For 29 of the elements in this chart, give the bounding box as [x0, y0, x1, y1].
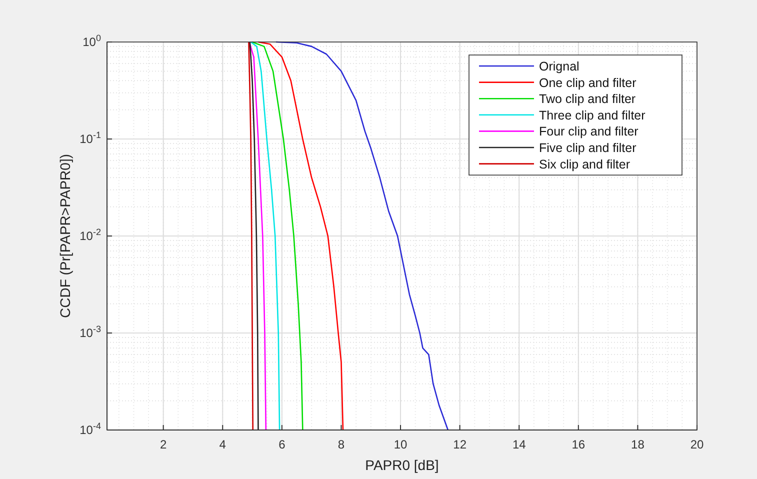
line-series — [252, 41, 304, 431]
x-tick-label: 16 — [572, 438, 586, 452]
legend-label: Four clip and filter — [539, 124, 638, 139]
y-axis-title: CCDF (Pr[PAPR>PAPR0]) — [57, 154, 73, 318]
x-tick-label: 18 — [631, 438, 645, 452]
legend-label: Three clip and filter — [539, 108, 646, 122]
x-tick-label: 4 — [219, 438, 226, 452]
line-series — [248, 41, 254, 431]
legend-label: Two clip and filter — [539, 92, 636, 106]
legend-label: Six clip and filter — [539, 157, 630, 172]
line-series — [249, 41, 259, 431]
legend-label: Orignal — [539, 60, 580, 74]
x-tick-label: 2 — [160, 438, 167, 452]
y-tick-label: 10$^{-1}$ — [80, 130, 101, 146]
line-series — [258, 41, 344, 431]
y-tick-label: 10$^{-3}$ — [80, 324, 101, 340]
y-tick-label: 10$^{-4}$ — [80, 420, 101, 437]
x-tick-label: 14 — [512, 438, 526, 452]
x-tick-label: 10 — [394, 438, 408, 452]
legend-label: Five clip and filter — [539, 141, 636, 155]
legend-label: One clip and filter — [539, 76, 636, 90]
x-tick-label: 6 — [278, 438, 286, 452]
y-tick-label: 10$^{0}$ — [82, 32, 101, 49]
line-series — [250, 41, 280, 431]
y-tick-label: 10$^{-2}$ — [80, 226, 101, 243]
x-tick-label: 12 — [453, 438, 467, 452]
x-tick-label: 20 — [690, 438, 704, 452]
x-axis-title: PAPR0 [dB] — [365, 457, 439, 473]
x-tick-label: 8 — [338, 438, 345, 452]
